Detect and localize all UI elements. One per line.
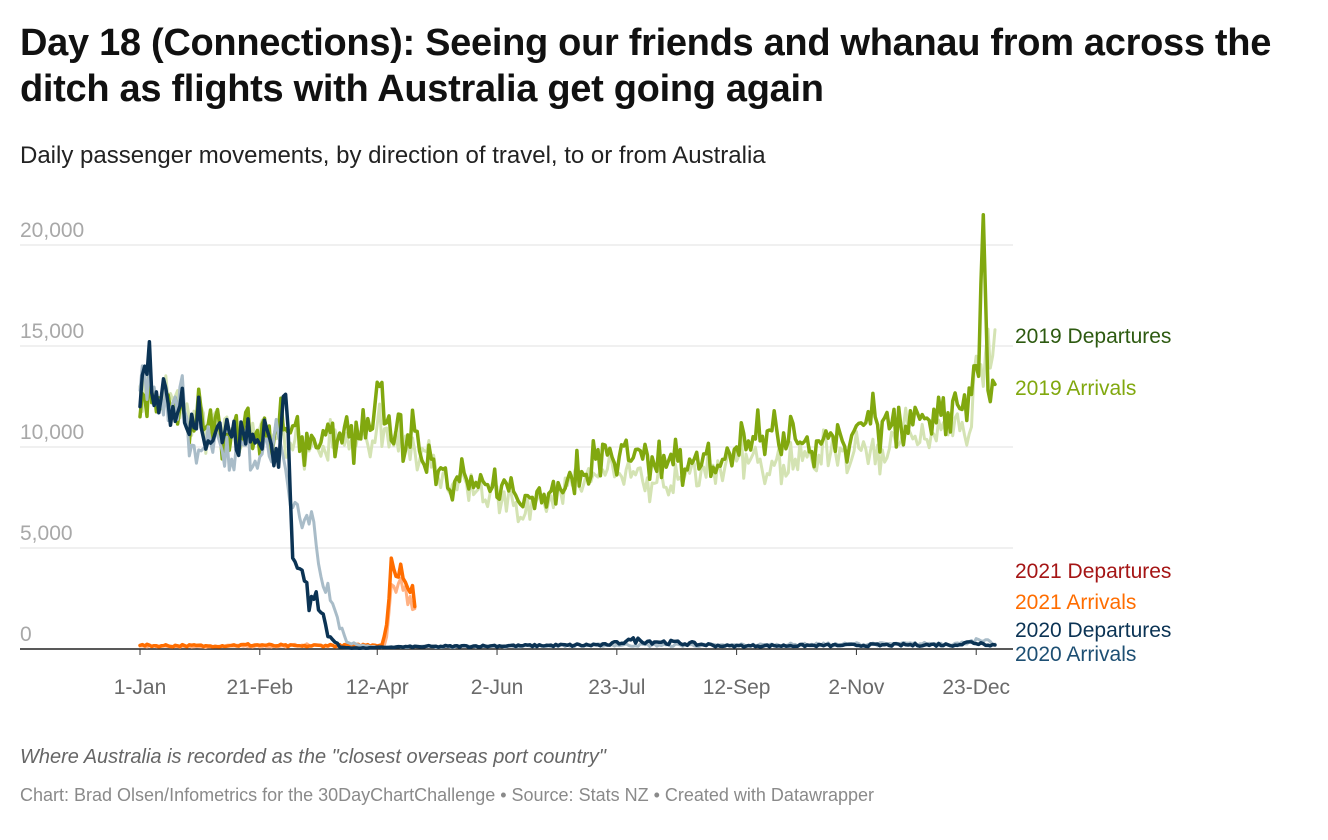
y-tick-label: 5,000 bbox=[20, 522, 73, 545]
series-label-2020-arrivals: 2020 Arrivals bbox=[1015, 643, 1136, 666]
y-axis-ticks: 0 5,000 10,000 15,000 20,000 bbox=[20, 219, 84, 646]
series-labels: 2019 Departures 2019 Arrivals 2021 Departu… bbox=[1015, 325, 1171, 666]
series-line-2021-arrivals bbox=[138, 556, 417, 649]
x-tick-label: 21-Feb bbox=[227, 676, 294, 699]
y-tick-label: 15,000 bbox=[20, 320, 84, 343]
series-line-2019-arrivals bbox=[138, 212, 997, 511]
x-tick-label: 2-Jun bbox=[471, 676, 524, 699]
gridlines bbox=[20, 244, 1013, 650]
series-label-2019-departures: 2019 Departures bbox=[1015, 325, 1171, 348]
series-line-2020-arrivals bbox=[138, 339, 997, 650]
y-tick-label: 10,000 bbox=[20, 421, 84, 444]
x-tick-label: 1-Jan bbox=[114, 676, 167, 699]
series-label-2020-departures: 2020 Departures bbox=[1015, 619, 1171, 642]
series-line-2021-departures bbox=[138, 576, 417, 649]
y-tick-label: 0 bbox=[20, 623, 32, 646]
x-tick-label: 12-Apr bbox=[346, 676, 409, 699]
x-axis-ticks: 1-Jan 21-Feb 12-Apr 2-Jun 23-Jul 12-Sep 2-Nov 2… bbox=[114, 649, 1010, 699]
chart-note: Where Australia is recorded as the "clos… bbox=[20, 746, 606, 768]
series-label-2021-arrivals: 2021 Arrivals bbox=[1015, 591, 1136, 614]
y-tick-label: 20,000 bbox=[20, 219, 84, 242]
x-tick-label: 2-Nov bbox=[828, 676, 885, 699]
chart-subtitle: Daily passenger movements, by direction … bbox=[20, 142, 766, 169]
series-label-2021-departures: 2021 Departures bbox=[1015, 560, 1171, 583]
chart-title: Day 18 (Connections): Seeing our friends… bbox=[20, 22, 1272, 110]
series-line-2020-departures bbox=[138, 364, 997, 650]
chart-credit: Chart: Brad Olsen/Infometrics for the 30… bbox=[20, 785, 874, 805]
x-tick-label: 23-Jul bbox=[588, 676, 645, 699]
series-label-2019-arrivals: 2019 Arrivals bbox=[1015, 377, 1136, 400]
series-lines bbox=[138, 212, 997, 650]
line-chart: 0 5,000 10,000 15,000 20,000 1-Jan 21-Feb 12-A… bbox=[20, 212, 1171, 699]
x-tick-label: 23-Dec bbox=[942, 676, 1010, 699]
x-tick-label: 12-Sep bbox=[703, 676, 771, 699]
